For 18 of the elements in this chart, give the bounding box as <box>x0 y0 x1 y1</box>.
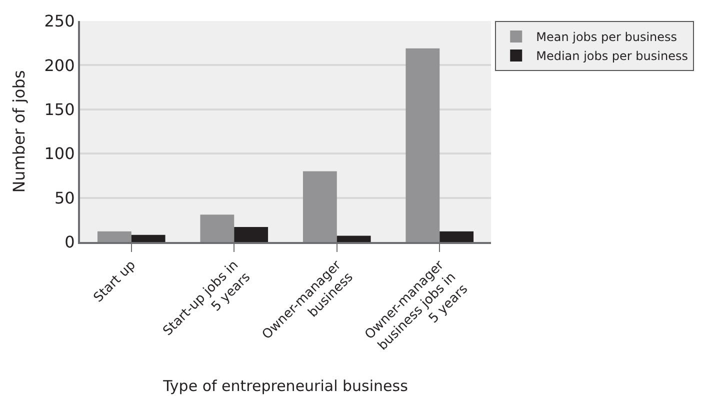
bar <box>336 236 371 242</box>
bar <box>200 214 234 242</box>
y-tick-label: 100 <box>44 144 75 164</box>
bar <box>440 231 474 242</box>
y-tick-label: 0 <box>64 232 75 252</box>
x-axis-title: Type of entrepreneurial business <box>162 376 408 395</box>
legend-label: Median jobs per business <box>536 49 688 64</box>
bar <box>234 226 268 242</box>
y-axis-title: Number of jobs <box>10 70 29 193</box>
legend-label: Mean jobs per business <box>536 30 678 44</box>
y-tick-label: 250 <box>44 12 75 31</box>
bar <box>97 231 132 242</box>
y-tick-label: 150 <box>44 100 75 119</box>
bar <box>406 48 440 242</box>
bar <box>131 234 166 242</box>
y-tick-label: 200 <box>44 56 75 75</box>
y-tick-label: 50 <box>54 188 75 208</box>
bar <box>302 171 337 242</box>
